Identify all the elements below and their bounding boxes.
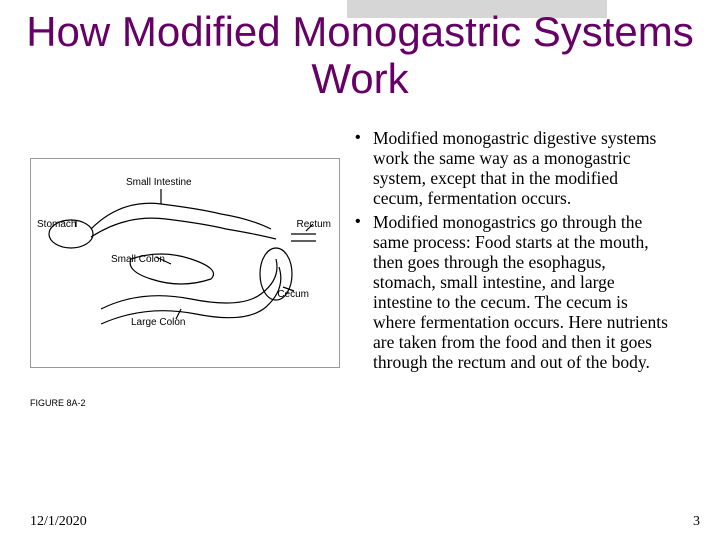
bullet-text: Modified monogastrics go through the sam… bbox=[373, 212, 670, 372]
digestive-system-diagram: Small Intestine Stomach Rectum Small Col… bbox=[30, 158, 340, 368]
right-column: • Modified monogastric digestive systems… bbox=[355, 128, 700, 376]
diagram-svg bbox=[31, 159, 341, 369]
footer-page-number: 3 bbox=[693, 514, 700, 530]
bullet-item: • Modified monogastric digestive systems… bbox=[355, 128, 670, 208]
footer-date: 12/1/2020 bbox=[30, 514, 87, 530]
left-column: Small Intestine Stomach Rectum Small Col… bbox=[0, 128, 355, 376]
content-area: Small Intestine Stomach Rectum Small Col… bbox=[0, 128, 720, 376]
figure-caption: FIGURE 8A-2 bbox=[30, 398, 86, 408]
bullet-marker: • bbox=[355, 128, 373, 208]
bullet-marker: • bbox=[355, 212, 373, 372]
bullet-text: Modified monogastric digestive systems w… bbox=[373, 128, 670, 208]
bullet-item: • Modified monogastrics go through the s… bbox=[355, 212, 670, 372]
slide-title: How Modified Monogastric Systems Work bbox=[0, 8, 720, 102]
